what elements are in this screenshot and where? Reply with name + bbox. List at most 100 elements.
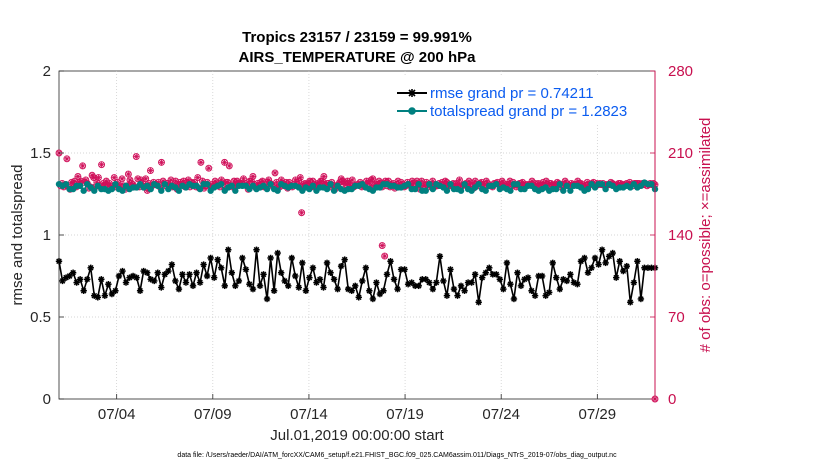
rmse-point (436, 253, 444, 260)
spread-point (218, 180, 225, 188)
spread-point (553, 185, 560, 193)
rmse-point (531, 292, 539, 299)
legend-rmse-label: rmse grand pr = 0.74211 (430, 85, 594, 102)
x-tick-label: 07/19 (386, 406, 424, 423)
rmse-point (546, 289, 553, 296)
rmse-point (549, 259, 556, 267)
obs-point (221, 158, 229, 166)
rmse-point (136, 287, 144, 294)
rmse-point (253, 246, 260, 253)
rmse-point (493, 271, 500, 278)
spread-point (556, 180, 563, 188)
rmse-point (359, 277, 366, 285)
rmse-point (122, 279, 130, 286)
x-tick-label: 07/09 (194, 406, 232, 423)
rmse-point (207, 254, 214, 262)
rmse-point (175, 285, 183, 293)
rmse-point (334, 285, 341, 293)
rmse-point (143, 269, 151, 276)
spread-point (493, 180, 500, 188)
rmse-point (309, 264, 317, 271)
obs-point (63, 155, 71, 163)
rmse-point (218, 264, 225, 271)
spread-point (560, 187, 567, 194)
rmse-point (426, 279, 433, 286)
rmse-point (475, 299, 482, 306)
spread-point (267, 180, 274, 188)
rmse-point (203, 272, 211, 280)
obs-point (298, 209, 306, 217)
spread-point (404, 180, 412, 188)
rmse-point (503, 259, 511, 267)
rmse-point (429, 285, 437, 293)
spread-point (443, 187, 451, 194)
rmse-point (591, 254, 599, 262)
rmse-point (401, 266, 408, 273)
rmse-point (151, 277, 158, 285)
rmse-point (256, 282, 264, 290)
rmse-point (119, 267, 126, 275)
spread-point (602, 185, 609, 193)
spread-point (482, 187, 489, 194)
rmse-point (69, 269, 77, 276)
rmse-point (630, 279, 638, 286)
obs-point (456, 176, 463, 184)
rmse-point (387, 258, 394, 265)
y-axis-label: rmse and totalspread (9, 165, 26, 306)
rmse-point (383, 271, 391, 278)
spread-point (475, 180, 482, 188)
y-right-tick-label: 210 (668, 145, 693, 162)
obs-point (378, 242, 386, 249)
spread-point (175, 187, 183, 194)
rmse-point (302, 287, 310, 294)
rmse-point (299, 259, 306, 267)
rmse-point (369, 295, 377, 303)
spread-point (108, 185, 116, 193)
obs-point (528, 177, 536, 185)
spread-point (154, 182, 161, 189)
obs-point (124, 170, 132, 178)
obs-point (158, 158, 165, 166)
obs-point (271, 169, 279, 177)
rmse-point (189, 282, 197, 290)
rmse-point (609, 249, 616, 257)
rmse-point (556, 285, 563, 293)
rmse-point (320, 284, 327, 291)
rmse-point (316, 276, 324, 283)
rmse-point (55, 258, 63, 265)
spread-point (598, 180, 606, 188)
rmse-point (616, 258, 623, 265)
rmse-point (574, 281, 581, 288)
rmse-point (327, 269, 334, 276)
rmse-point (454, 292, 461, 299)
spread-point (263, 185, 271, 193)
rmse-point (260, 271, 267, 278)
spread-point (158, 187, 165, 194)
spread-point (648, 180, 655, 188)
rmse-point (376, 290, 384, 298)
rmse-point (538, 272, 546, 280)
rmse-point (270, 287, 278, 294)
spread-point (422, 187, 429, 194)
rmse-point (524, 274, 532, 281)
rmse-point (595, 261, 602, 268)
rmse-point (295, 284, 303, 291)
spread-point (112, 180, 119, 188)
rmse-point (274, 249, 281, 257)
y-tick-label: 1.5 (30, 145, 51, 162)
x-tick-label: 07/04 (98, 406, 136, 423)
spread-point (196, 185, 204, 193)
rmse-point (292, 272, 299, 280)
rmse-point (228, 269, 236, 276)
x-tick-label: 07/14 (290, 406, 328, 423)
y-tick-label: 1 (43, 227, 51, 244)
spread-point (309, 182, 317, 189)
legend-spread-label: totalspread grand pr = 1.2823 (430, 103, 627, 120)
rmse-point (172, 277, 179, 285)
obs-point (369, 175, 377, 183)
rmse-point (440, 277, 447, 285)
y-tick-label: 0 (43, 391, 51, 408)
y-right-tick-label: 0 (668, 391, 676, 408)
rmse-point (517, 282, 525, 290)
